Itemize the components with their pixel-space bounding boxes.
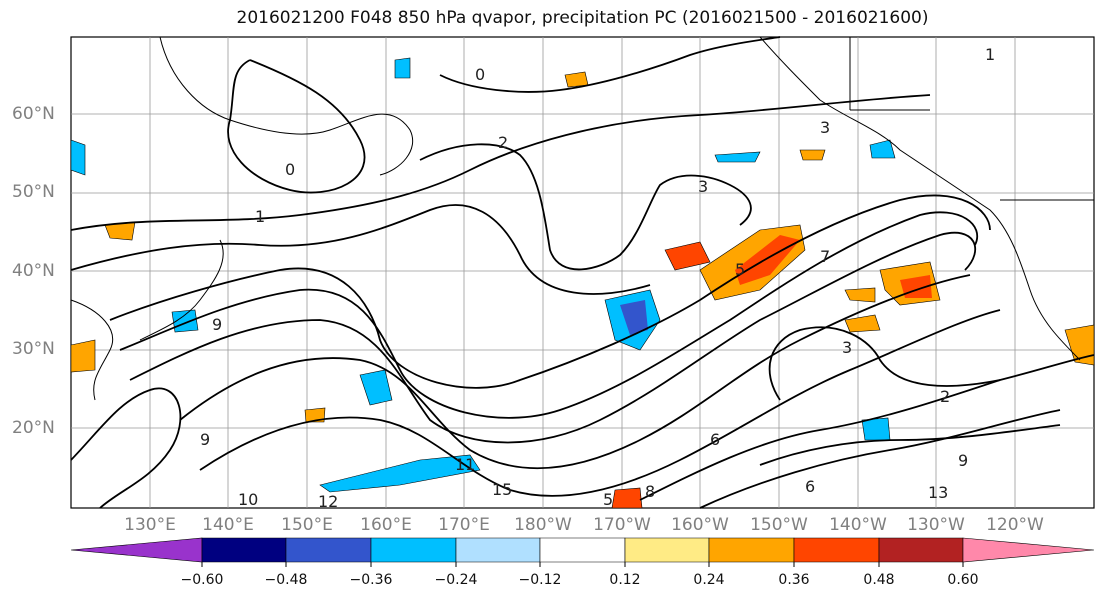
colorbar-tick-label: −0.48 bbox=[264, 572, 308, 588]
lat-label: 50°N bbox=[12, 182, 55, 202]
contour-label: 12 bbox=[318, 492, 338, 511]
contour-label: 5 bbox=[735, 260, 745, 279]
lat-label: 30°N bbox=[12, 339, 55, 359]
lat-label: 40°N bbox=[12, 261, 55, 281]
contour-label: 2 bbox=[940, 387, 950, 406]
colorbar-tick-label: −0.36 bbox=[349, 572, 393, 588]
contour-label: 7 bbox=[820, 247, 830, 266]
colorbar-tick-label: 0.60 bbox=[947, 572, 979, 588]
contour-label: 2 bbox=[498, 133, 508, 152]
contour-label: 9 bbox=[200, 430, 210, 449]
contour-label: 9 bbox=[212, 315, 222, 334]
lon-label: 170°W bbox=[593, 515, 651, 535]
contour-label: 3 bbox=[698, 177, 708, 196]
lon-label: 130°E bbox=[124, 515, 176, 535]
lon-label: 150°E bbox=[281, 515, 333, 535]
contour-label: 3 bbox=[820, 118, 830, 137]
colorbar-tick-label: 0.36 bbox=[778, 572, 810, 588]
contour-label: 5 bbox=[603, 490, 613, 509]
chart-title: 2016021200 F048 850 hPa qvapor, precipit… bbox=[236, 8, 929, 28]
precip-shading bbox=[70, 57, 1095, 509]
contour-label: 13 bbox=[928, 483, 948, 502]
contour-label: 1 bbox=[255, 207, 265, 226]
colorbar-tick-label: −0.12 bbox=[518, 572, 562, 588]
lon-label: 160°W bbox=[671, 515, 729, 535]
contour-label-group: 0 0 1 1 2 2 3 3 3 5 6 6 7 8 9 9 9 10 11 … bbox=[200, 45, 995, 511]
colorbar-tick-label: −0.24 bbox=[434, 572, 478, 588]
contour-label: 1 bbox=[985, 45, 995, 64]
contour-label: 11 bbox=[455, 455, 475, 474]
contour-label: 6 bbox=[710, 430, 720, 449]
lon-label: 160°E bbox=[360, 515, 412, 535]
lat-label: 20°N bbox=[12, 418, 55, 438]
contour-label: 6 bbox=[805, 477, 815, 496]
lon-label: 180°W bbox=[514, 515, 572, 535]
lon-label: 150°W bbox=[750, 515, 808, 535]
colorbar-tick-label: −0.60 bbox=[180, 572, 224, 588]
contours bbox=[70, 36, 1095, 509]
contour-label: 0 bbox=[475, 65, 485, 84]
lon-label: 140°W bbox=[829, 515, 887, 535]
contour-label: 15 bbox=[492, 480, 512, 499]
contour-label: 0 bbox=[285, 160, 295, 179]
lon-label: 170°E bbox=[438, 515, 490, 535]
colorbar-tick-label: 0.24 bbox=[693, 572, 725, 588]
colorbar-tick-label: 0.12 bbox=[609, 572, 641, 588]
lat-label: 60°N bbox=[12, 104, 55, 124]
contour-label: 3 bbox=[842, 338, 852, 357]
contour-label: 8 bbox=[645, 482, 655, 501]
contour-label: 9 bbox=[958, 451, 968, 470]
lon-label: 130°W bbox=[907, 515, 965, 535]
lon-label: 120°W bbox=[986, 515, 1044, 535]
coastlines bbox=[70, 36, 1094, 401]
lon-label: 140°E bbox=[202, 515, 254, 535]
colorbar-tick-label: 0.48 bbox=[863, 572, 895, 588]
contour-label: 10 bbox=[238, 490, 258, 509]
